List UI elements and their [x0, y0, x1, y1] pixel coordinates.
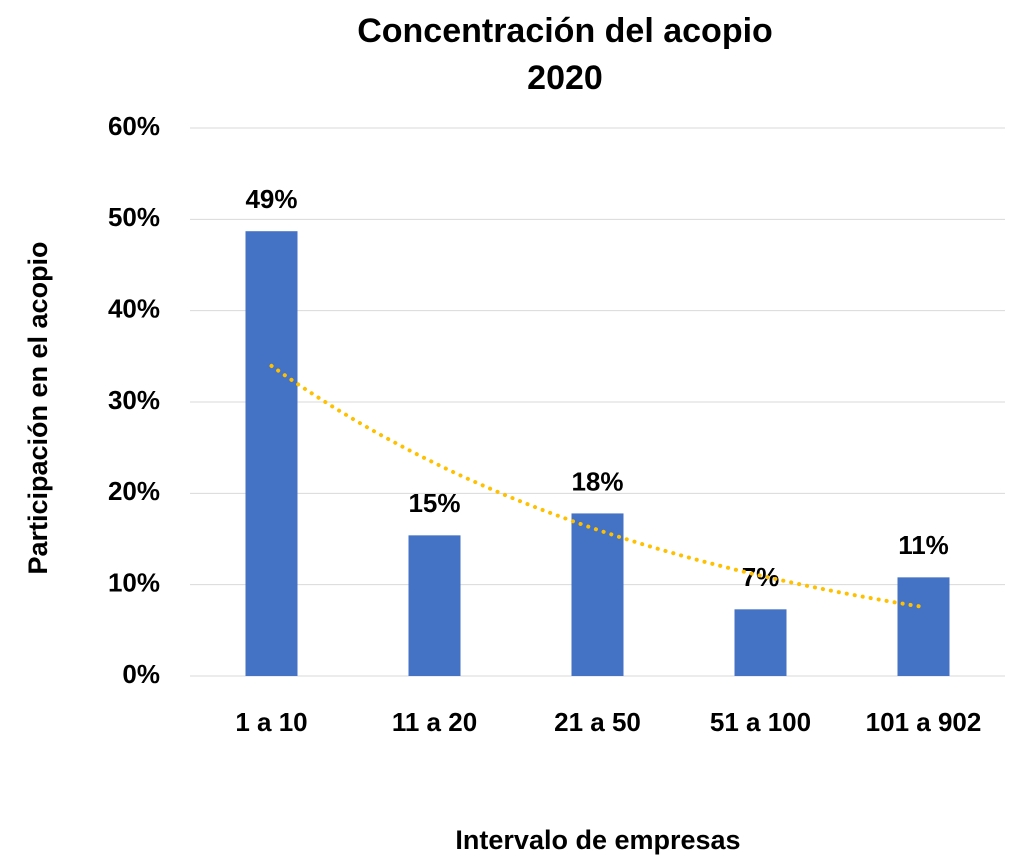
- bar: [571, 513, 624, 676]
- y-tick-label: 50%: [108, 202, 160, 232]
- chart-subtitle: 2020: [527, 59, 603, 97]
- y-tick-label: 60%: [108, 111, 160, 141]
- y-tick-label: 20%: [108, 476, 160, 506]
- data-label: 15%: [408, 488, 460, 518]
- y-tick-label: 30%: [108, 385, 160, 415]
- bar: [734, 609, 787, 676]
- data-label: 11%: [898, 530, 949, 560]
- bar: [245, 231, 298, 676]
- data-label: 7%: [742, 562, 780, 592]
- data-label: 18%: [571, 466, 623, 496]
- chart-title: Concentración del acopio: [357, 12, 773, 50]
- y-tick-label: 0%: [122, 659, 160, 689]
- trendline: [269, 363, 926, 609]
- x-tick-label: 11 a 20: [392, 707, 477, 737]
- bar: [897, 577, 950, 676]
- y-tick-label: 40%: [108, 294, 160, 324]
- x-tick-label: 51 a 100: [710, 707, 811, 737]
- x-axis-label: Intervalo de empresas: [455, 825, 740, 855]
- x-tick-label: 21 a 50: [554, 707, 641, 737]
- y-tick-label: 10%: [108, 568, 160, 598]
- data-label: 49%: [245, 184, 297, 214]
- x-tick-label: 101 a 902: [866, 707, 982, 737]
- x-tick-label: 1 a 10: [235, 707, 307, 737]
- y-axis-label: Participación en el acopio: [23, 241, 53, 574]
- bar: [408, 535, 461, 676]
